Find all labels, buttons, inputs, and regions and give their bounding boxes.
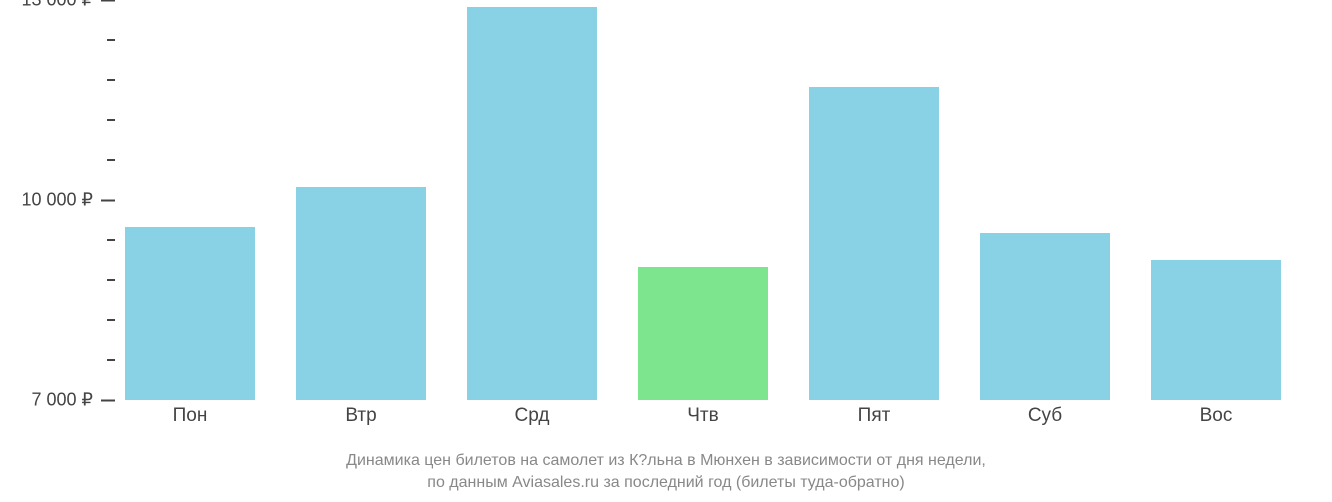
y-tick-mark xyxy=(107,279,115,281)
y-tick-mark xyxy=(107,79,115,81)
y-major-tick: 7 000 ₽ xyxy=(32,390,116,411)
y-major-tick: 13 000 ₽ xyxy=(21,0,115,11)
y-minor-tick xyxy=(107,279,115,281)
y-tick-label: 7 000 ₽ xyxy=(32,390,94,411)
caption-line-1: Динамика цен билетов на самолет из К?льн… xyxy=(0,450,1332,472)
y-minor-tick xyxy=(107,79,115,81)
y-tick-label: 10 000 ₽ xyxy=(21,190,93,211)
y-tick-mark xyxy=(101,199,115,201)
bar xyxy=(125,227,255,400)
bars-container xyxy=(115,0,1315,400)
y-tick-mark xyxy=(107,359,115,361)
y-tick-mark xyxy=(107,159,115,161)
x-label: Пон xyxy=(173,405,208,427)
chart-caption: Динамика цен билетов на самолет из К?льн… xyxy=(0,450,1332,493)
price-by-weekday-chart: 13 000 ₽ 10 000 ₽ 7 000 ₽ Пон Втр Срд Чтв Пят С… xyxy=(0,0,1332,502)
x-label: Суб xyxy=(1028,405,1062,427)
bar xyxy=(809,87,939,400)
y-tick-mark xyxy=(107,239,115,241)
x-label: Пят xyxy=(858,405,891,427)
bar xyxy=(980,233,1110,400)
y-minor-tick xyxy=(107,159,115,161)
y-tick-mark xyxy=(107,119,115,121)
x-label: Срд xyxy=(515,405,550,427)
y-tick-mark xyxy=(101,0,115,1)
y-tick-mark xyxy=(107,39,115,41)
bar xyxy=(467,7,597,400)
x-label: Вос xyxy=(1200,405,1233,427)
plot-area xyxy=(115,0,1315,402)
y-tick-mark xyxy=(107,319,115,321)
caption-line-2: по данным Aviasales.ru за последний год … xyxy=(0,472,1332,494)
bar xyxy=(1151,260,1281,400)
bar xyxy=(638,267,768,400)
y-major-tick: 10 000 ₽ xyxy=(21,190,115,211)
y-axis: 13 000 ₽10 000 ₽7 000 ₽ xyxy=(0,0,115,400)
x-axis-labels: Пон Втр Срд Чтв Пят Суб Вос xyxy=(115,405,1315,435)
x-label: Чтв xyxy=(687,405,718,427)
x-label: Втр xyxy=(345,405,376,427)
y-minor-tick xyxy=(107,319,115,321)
y-minor-tick xyxy=(107,239,115,241)
y-minor-tick xyxy=(107,39,115,41)
y-minor-tick xyxy=(107,119,115,121)
y-tick-label: 13 000 ₽ xyxy=(21,0,93,11)
y-tick-mark xyxy=(101,399,115,401)
y-minor-tick xyxy=(107,359,115,361)
bar xyxy=(296,187,426,400)
